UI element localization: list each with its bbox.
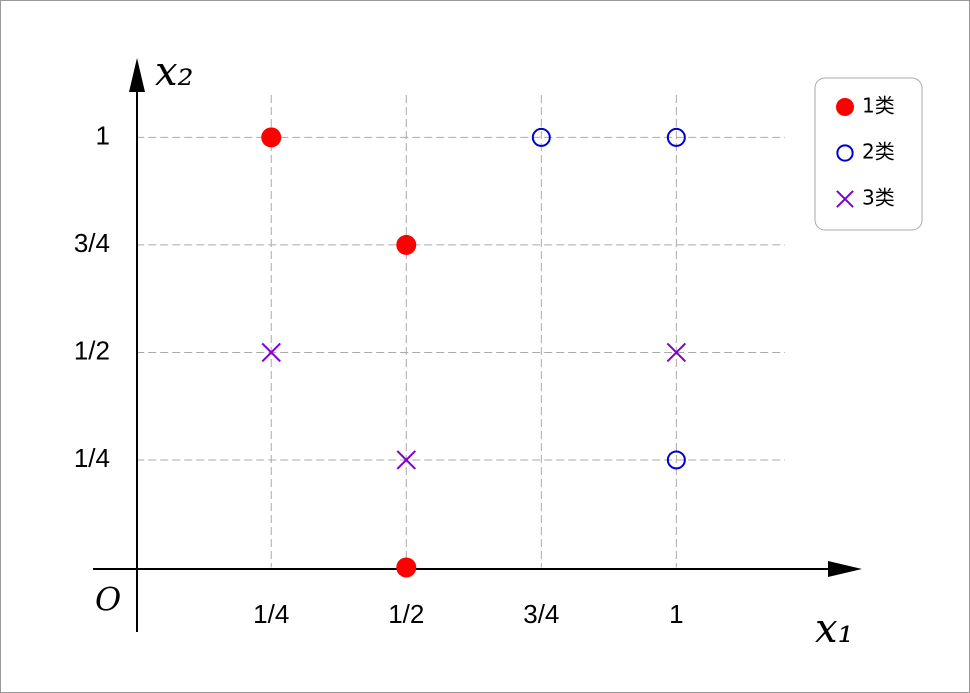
y-tick-label: 1/4 [74,443,110,473]
legend-marker [836,98,854,116]
y-tick-label: 3/4 [74,228,110,258]
legend-box [814,77,923,231]
legend-label: 2类 [862,140,895,164]
x-tick-label: 1 [669,599,683,629]
x-tick-label: 1/2 [388,599,424,629]
legend-label: 3类 [862,186,895,210]
point [666,127,686,147]
x-tick-label: 1/4 [253,599,289,629]
point [261,342,281,363]
point [531,127,551,147]
x-axis-label: x₁ [815,606,854,652]
point [666,342,687,363]
origin-label: O [95,581,121,619]
y-tick-label: 1/2 [74,335,110,365]
point [396,450,416,470]
point [396,234,417,255]
legend-marker [836,144,854,162]
y-axis-label: x₂ [155,49,194,95]
point [396,557,417,578]
x-tick-label: 3/4 [523,599,559,629]
point [261,127,282,148]
y-tick-label: 1 [96,120,110,150]
legend-label: 1类 [862,94,895,118]
y-arrow [129,58,145,92]
x-arrow [828,561,862,577]
legend-marker [836,190,854,208]
point [666,450,686,470]
